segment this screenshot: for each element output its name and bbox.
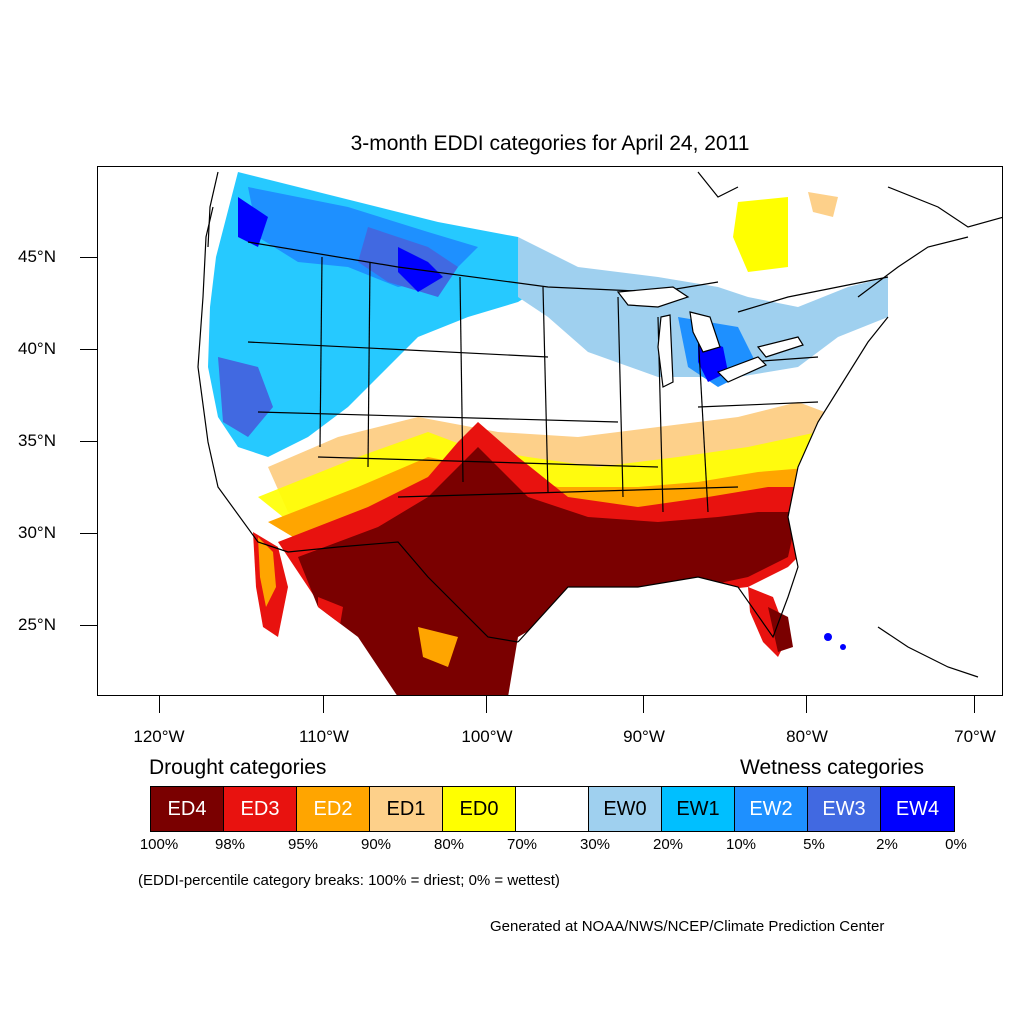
legend-cell-ew3: EW3: [808, 787, 881, 831]
map-title: 3-month EDDI categories for April 24, 20…: [350, 132, 750, 155]
wetness-categories-title: Wetness categories: [740, 756, 925, 779]
lon-label-90: 90°W: [623, 727, 665, 746]
legend-break: 98%: [214, 836, 246, 853]
lon-tick: [159, 696, 160, 713]
legend-break: 70%: [506, 836, 538, 853]
legend-break: 20%: [652, 836, 684, 853]
lat-label-25: 25°N: [18, 615, 56, 634]
legend-cell-ed1: ED1: [370, 787, 443, 831]
lon-tick: [486, 696, 487, 713]
lat-tick: [80, 441, 97, 442]
legend-cell-ed0: ED0: [443, 787, 516, 831]
lon-tick: [974, 696, 975, 713]
eddi-map: [97, 166, 1003, 696]
boundaries-layer: [197, 206, 889, 643]
legend-break: 100%: [139, 836, 179, 853]
lon-tick: [323, 696, 324, 713]
legend-cell-ew4: EW4: [881, 787, 954, 831]
category-breaks-note: (EDDI-percentile category breaks: 100% =…: [138, 872, 560, 889]
credit-line: Generated at NOAA/NWS/NCEP/Climate Predi…: [490, 918, 885, 935]
legend-cell-ew1: EW1: [662, 787, 735, 831]
lon-label-80: 80°W: [786, 727, 828, 746]
legend-cell-ed4: ED4: [151, 787, 224, 831]
coastal-detail-layer: [253, 532, 846, 657]
legend-break: 80%: [433, 836, 465, 853]
legend-color-bar: ED4 ED3 ED2 ED1 ED0 EW0 EW1 EW2 EW3 EW4: [150, 786, 955, 832]
lon-label-70: 70°W: [954, 727, 996, 746]
lon-label-110: 110°W: [299, 727, 349, 746]
legend-cell-ed2: ED2: [297, 787, 370, 831]
legend-break: 30%: [579, 836, 611, 853]
legend-break: 0%: [945, 836, 967, 853]
eddi-map-canvas: [98, 167, 1002, 695]
lat-tick: [80, 533, 97, 534]
legend-break: 90%: [360, 836, 392, 853]
lat-tick: [80, 349, 97, 350]
lon-tick: [806, 696, 807, 713]
coastlines: [207, 171, 1002, 678]
lon-label-120: 120°W: [133, 727, 185, 746]
lon-tick: [643, 696, 644, 713]
legend-cell-ew0: EW0: [589, 787, 662, 831]
legend-cell-ed3: ED3: [224, 787, 297, 831]
lon-label-100: 100°W: [461, 727, 513, 746]
legend-cell-normal: [516, 787, 589, 831]
great-lakes: [616, 286, 804, 388]
lat-label-45: 45°N: [18, 247, 56, 266]
legend-break: 2%: [876, 836, 898, 853]
legend-break: 95%: [287, 836, 319, 853]
lat-label-35: 35°N: [18, 431, 56, 450]
lat-label-30: 30°N: [18, 523, 56, 542]
lat-tick: [80, 257, 97, 258]
drought-categories-title: Drought categories: [149, 756, 327, 779]
lat-tick: [80, 625, 97, 626]
lat-label-40: 40°N: [18, 339, 56, 358]
legend-cell-ew2: EW2: [735, 787, 808, 831]
legend-break: 10%: [725, 836, 757, 853]
legend-break: 5%: [803, 836, 825, 853]
